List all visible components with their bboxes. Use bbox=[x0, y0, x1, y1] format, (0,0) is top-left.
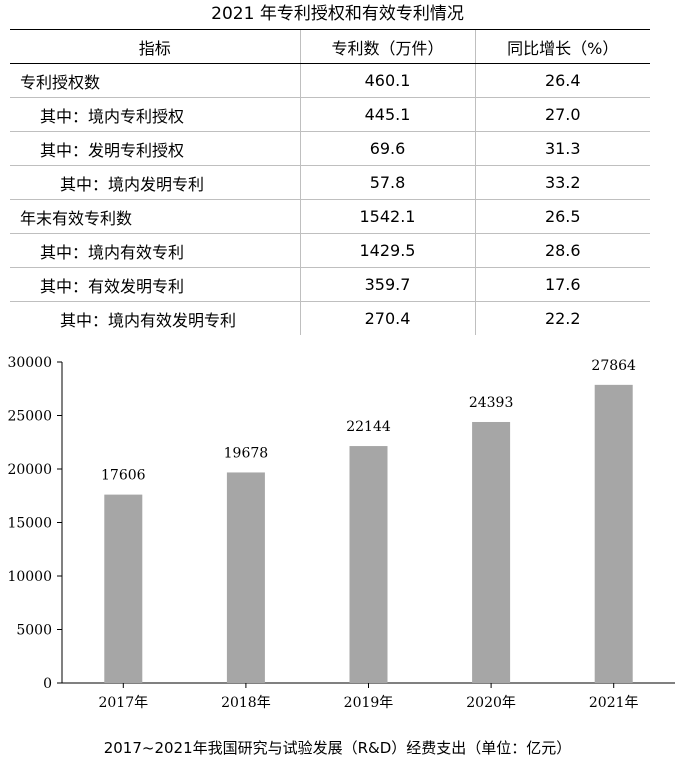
y-tick-label: 0 bbox=[43, 676, 52, 692]
row-patent-count: 1429.5 bbox=[299, 233, 475, 268]
bar-value-label: 27864 bbox=[591, 358, 636, 374]
bar-value-label: 19678 bbox=[224, 445, 269, 461]
row-yoy-growth: 31.3 bbox=[474, 131, 650, 166]
row-label: 其中：境内有效专利 bbox=[10, 233, 300, 268]
row-patent-count: 69.6 bbox=[299, 131, 475, 166]
row-patent-count: 270.4 bbox=[299, 301, 475, 335]
row-label: 其中：有效发明专利 bbox=[10, 267, 300, 302]
row-label: 其中：境内发明专利 bbox=[10, 165, 300, 200]
y-tick-label: 10000 bbox=[7, 569, 52, 585]
table-row: 其中：发明专利授权 69.6 31.3 bbox=[10, 131, 650, 166]
bar bbox=[349, 446, 388, 683]
table-row: 其中：有效发明专利 359.7 17.6 bbox=[10, 267, 650, 302]
row-yoy-growth: 26.4 bbox=[474, 63, 650, 98]
table-row: 其中：境内专利授权 445.1 27.0 bbox=[10, 97, 650, 132]
row-yoy-growth: 33.2 bbox=[474, 165, 650, 200]
row-patent-count: 1542.1 bbox=[299, 199, 475, 234]
header-indicator: 指标 bbox=[10, 29, 300, 64]
bar bbox=[472, 421, 511, 683]
table-row: 其中：境内有效专利 1429.5 28.6 bbox=[10, 233, 650, 268]
row-label: 年末有效专利数 bbox=[10, 199, 300, 234]
row-label: 专利授权数 bbox=[10, 63, 300, 98]
x-tick-label: 2017年 bbox=[98, 695, 148, 711]
chart-title: 2017~2021年我国研究与试验发展（R&D）经费支出（单位：亿元） bbox=[103, 739, 572, 757]
table-title: 2021 年专利授权和有效专利情况 bbox=[211, 4, 464, 24]
rd-expenditure-chart: 0 5000 10000 15000 20000 25000 30000 17606 2017年… bbox=[0, 345, 675, 735]
patent-table: 指标 专利数（万件） 同比增长（%） 专利授权数 460.1 26.4 其中：境内专利… bbox=[10, 29, 650, 335]
x-tick-label: 2018年 bbox=[221, 695, 271, 711]
bar-value-label: 24393 bbox=[469, 395, 514, 411]
bar bbox=[104, 494, 143, 683]
row-yoy-growth: 27.0 bbox=[474, 97, 650, 132]
y-tick-label: 5000 bbox=[16, 623, 52, 639]
row-patent-count: 445.1 bbox=[299, 97, 475, 132]
row-label: 其中：境内专利授权 bbox=[10, 97, 300, 132]
x-tick-label: 2019年 bbox=[344, 695, 394, 711]
y-tick-label: 20000 bbox=[7, 462, 52, 478]
row-patent-count: 57.8 bbox=[299, 165, 475, 200]
row-patent-count: 460.1 bbox=[299, 63, 475, 98]
row-label: 其中：境内有效发明专利 bbox=[60, 310, 237, 330]
table-row: 其中：境内有效发明专利 270.4 22.2 bbox=[10, 301, 650, 335]
bar-value-label: 17606 bbox=[101, 468, 146, 484]
y-tick-label: 25000 bbox=[7, 409, 52, 425]
row-label: 其中：发明专利授权 bbox=[10, 131, 300, 166]
x-tick-label: 2020年 bbox=[466, 695, 516, 711]
bar bbox=[594, 384, 633, 683]
row-yoy-growth: 17.6 bbox=[474, 267, 650, 302]
row-yoy-growth: 26.5 bbox=[474, 199, 650, 234]
table-header-row: 指标 专利数（万件） 同比增长（%） bbox=[10, 29, 650, 64]
row-patent-count: 359.7 bbox=[299, 267, 475, 302]
y-tick-label: 30000 bbox=[7, 355, 52, 371]
x-tick-label: 2021年 bbox=[589, 695, 639, 711]
row-yoy-growth: 22.2 bbox=[474, 301, 650, 335]
table-row: 专利授权数 460.1 26.4 bbox=[10, 63, 650, 98]
header-yoy-growth: 同比增长（%） bbox=[474, 29, 650, 64]
bar-value-label: 22144 bbox=[346, 419, 391, 435]
bar bbox=[226, 472, 265, 683]
chart-svg: 0 5000 10000 15000 20000 25000 30000 17606 2017年… bbox=[7, 355, 675, 711]
header-patent-count: 专利数（万件） bbox=[299, 29, 475, 64]
table-row: 其中：境内发明专利 57.8 33.2 bbox=[10, 165, 650, 200]
y-tick-label: 15000 bbox=[7, 516, 52, 532]
table-row: 年末有效专利数 1542.1 26.5 bbox=[10, 199, 650, 234]
row-yoy-growth: 28.6 bbox=[474, 233, 650, 268]
